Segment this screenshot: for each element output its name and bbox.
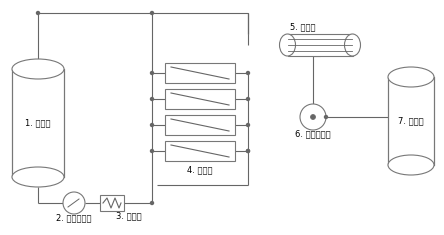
Ellipse shape	[345, 34, 361, 56]
Text: 7. 产品罐: 7. 产品罐	[398, 117, 424, 125]
Ellipse shape	[12, 167, 64, 187]
Text: 5. 冷凝器: 5. 冷凝器	[289, 23, 315, 31]
Circle shape	[151, 149, 154, 153]
Ellipse shape	[388, 155, 434, 175]
Bar	[288, 34, 353, 56]
Bar	[165, 115, 235, 135]
Circle shape	[151, 98, 154, 101]
Circle shape	[36, 12, 40, 15]
Circle shape	[151, 71, 154, 74]
Circle shape	[325, 115, 328, 118]
Ellipse shape	[388, 67, 434, 87]
Bar	[388, 77, 434, 165]
Circle shape	[151, 201, 154, 204]
Circle shape	[63, 192, 85, 214]
Bar	[12, 69, 64, 177]
Text: 1. 原料罐: 1. 原料罐	[25, 118, 51, 128]
Bar	[165, 89, 235, 109]
Ellipse shape	[12, 59, 64, 79]
Text: 3. 换热器: 3. 换热器	[116, 212, 142, 220]
Circle shape	[246, 98, 250, 101]
Circle shape	[151, 124, 154, 126]
Bar	[100, 195, 124, 211]
Circle shape	[246, 149, 250, 153]
Circle shape	[300, 104, 326, 130]
Circle shape	[246, 71, 250, 74]
Text: 4. 膜组件: 4. 膜组件	[187, 165, 213, 175]
Circle shape	[246, 149, 250, 153]
Circle shape	[246, 124, 250, 126]
Bar	[165, 141, 235, 161]
Bar	[165, 63, 235, 83]
Circle shape	[151, 12, 154, 15]
Ellipse shape	[280, 34, 296, 56]
Circle shape	[310, 114, 316, 120]
Text: 6. 液环真空泵: 6. 液环真空泵	[295, 129, 331, 138]
Text: 2. 原料循环泵: 2. 原料循环泵	[56, 214, 92, 223]
